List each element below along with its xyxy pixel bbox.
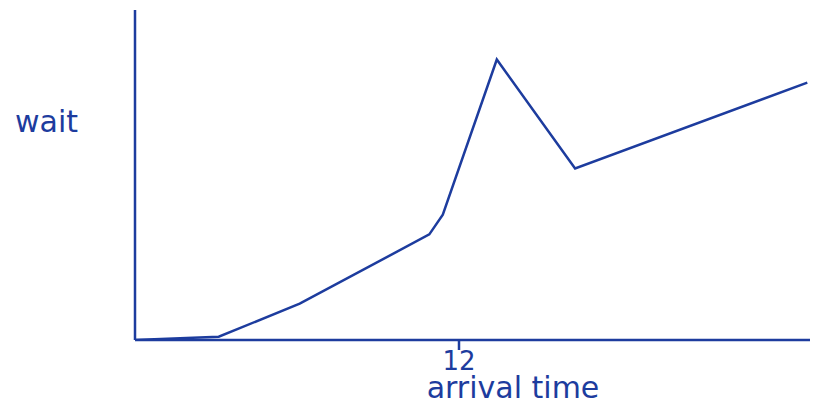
- svg-text:wait: wait: [15, 104, 78, 139]
- svg-text:arrival time: arrival time: [426, 370, 600, 405]
- svg-text:12: 12: [442, 346, 475, 376]
